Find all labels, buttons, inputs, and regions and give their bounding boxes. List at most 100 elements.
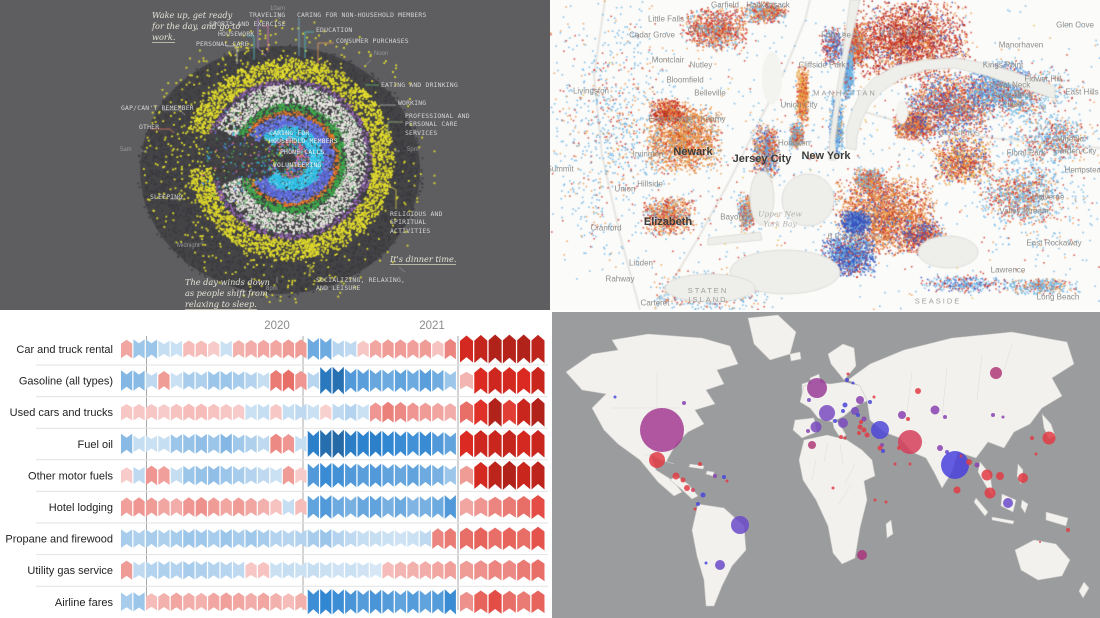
data-bubble xyxy=(684,485,690,491)
chevron-mark xyxy=(145,497,158,517)
data-bubble xyxy=(857,431,861,435)
data-bubble xyxy=(856,396,864,404)
chevron-mark xyxy=(145,465,158,486)
chevron-mark xyxy=(307,589,319,615)
chevron-mark xyxy=(320,338,332,360)
chevron-mark xyxy=(382,590,394,614)
data-bubble xyxy=(991,413,995,417)
chevron-mark xyxy=(121,497,133,517)
chevron-mark xyxy=(502,590,516,613)
data-bubble xyxy=(682,401,686,405)
chevron-mark xyxy=(332,463,344,488)
chevron-mark xyxy=(158,404,170,421)
chevron-mark xyxy=(502,429,516,458)
chevron-mark xyxy=(183,434,195,454)
chevron-mark xyxy=(370,430,382,457)
chevron-mark xyxy=(170,403,182,421)
data-bubble xyxy=(864,432,870,438)
landmass xyxy=(831,418,847,440)
chevron-mark xyxy=(257,561,270,579)
chevron-mark xyxy=(382,369,394,392)
chevron-mark xyxy=(474,461,488,489)
chevron-mark xyxy=(133,404,145,421)
chevron-mark xyxy=(208,403,220,421)
chevron-mark xyxy=(282,561,295,579)
chevron-mark xyxy=(158,340,170,358)
chevron-mark xyxy=(282,593,295,611)
chevron-mark xyxy=(345,562,357,579)
data-bubble xyxy=(807,378,827,398)
chevron-mark xyxy=(295,435,307,453)
country-border xyxy=(941,366,948,418)
data-bubble xyxy=(1018,473,1028,483)
chevron-mark xyxy=(195,403,207,421)
landmass xyxy=(827,343,857,381)
chevron-mark xyxy=(133,592,145,612)
chevron-mark xyxy=(121,339,133,359)
chevron-mark xyxy=(220,340,232,358)
chevron-mark xyxy=(158,435,170,453)
chevron-mark xyxy=(517,430,531,458)
landmass xyxy=(973,497,989,517)
chevron-mark xyxy=(488,589,502,614)
chevron-mark xyxy=(282,369,295,392)
chevron-mark xyxy=(517,398,531,426)
chevron-mark xyxy=(183,371,195,390)
chevron-mark xyxy=(145,593,158,611)
chevron-mark xyxy=(121,433,133,454)
data-bubble xyxy=(640,408,684,452)
country-border xyxy=(976,353,983,401)
chevron-mark xyxy=(320,589,332,615)
data-bubble xyxy=(691,488,695,492)
data-bubble xyxy=(897,446,901,450)
chevron-mark xyxy=(488,559,502,581)
chevron-mark xyxy=(345,340,357,358)
chevron-mark xyxy=(407,530,419,547)
chevron-mark xyxy=(170,372,182,389)
data-bubble xyxy=(981,469,993,481)
chevron-mark xyxy=(170,340,182,358)
chevron-mark xyxy=(121,529,133,548)
chevron-mark xyxy=(370,562,382,579)
chevron-mark xyxy=(220,529,232,549)
chevron-mark xyxy=(245,371,257,390)
country-border xyxy=(1003,343,1013,371)
chevron-mark xyxy=(488,334,502,364)
chevron-mark xyxy=(145,339,158,359)
chevron-mark xyxy=(257,592,270,612)
chevron-mark xyxy=(133,561,145,579)
chevron-mark xyxy=(158,529,170,548)
chevron-mark xyxy=(531,461,545,490)
chevron-mark xyxy=(233,592,245,612)
chevron-mark xyxy=(419,464,431,487)
chevron-mark xyxy=(307,561,319,579)
inflation-row-label: Gasoline (all types) xyxy=(19,376,113,388)
chevron-mark xyxy=(133,370,145,391)
data-bubble xyxy=(974,462,980,468)
chevron-mark xyxy=(307,430,319,457)
country-border xyxy=(811,459,817,481)
chevron-mark xyxy=(233,340,245,358)
inflation-row-label: Propane and firewood xyxy=(5,534,113,546)
chevron-mark xyxy=(474,560,488,581)
chevron-mark xyxy=(357,590,369,614)
chevron-mark xyxy=(407,496,419,518)
chevron-mark xyxy=(195,592,207,611)
chevron-mark xyxy=(444,560,456,580)
chevron-mark xyxy=(345,403,357,422)
chevron-mark xyxy=(270,529,282,548)
chevron-mark xyxy=(407,339,419,359)
data-bubble xyxy=(713,474,717,478)
chevron-mark xyxy=(419,339,431,359)
chevron-mark xyxy=(502,334,516,364)
chevron-mark xyxy=(419,369,431,393)
chevron-mark xyxy=(531,397,545,427)
chevron-mark xyxy=(270,592,282,611)
chevron-mark xyxy=(233,466,245,485)
data-bubble xyxy=(898,411,906,419)
chevron-mark xyxy=(517,559,531,581)
chevron-mark xyxy=(233,434,245,454)
chevron-mark xyxy=(488,430,502,458)
chevron-mark xyxy=(233,404,245,421)
